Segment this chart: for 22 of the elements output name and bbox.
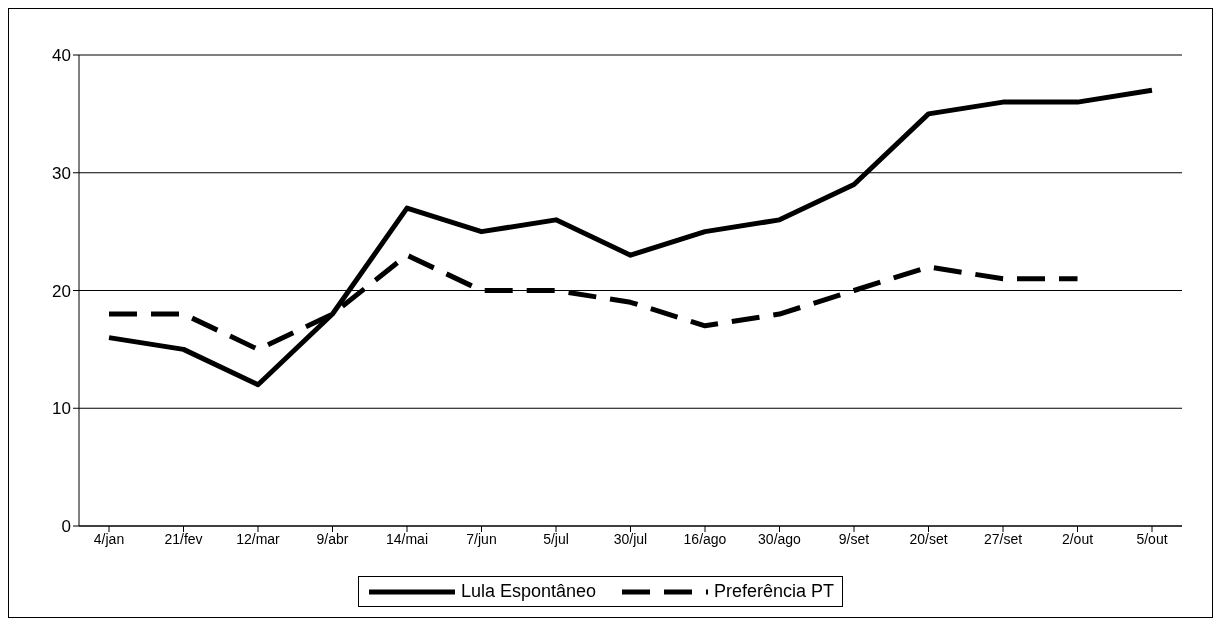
legend-label: Preferência PT: [714, 581, 835, 602]
x-tick-label: 30/jul: [613, 530, 648, 547]
x-tick-label: 5/jul: [543, 530, 569, 547]
x-tick-label: 7/jun: [466, 530, 497, 547]
x-tick-label: 14/mai: [385, 530, 429, 547]
y-tick-label: 0: [61, 517, 71, 537]
x-tick-label: 20/set: [909, 530, 948, 547]
x-tick-label: 27/set: [983, 530, 1023, 547]
x-tick-label: 4/jan: [93, 530, 125, 547]
legend-label: Lula Espontâneo: [460, 581, 597, 602]
x-tick-label: 30/ago: [758, 530, 802, 547]
x-tick-label: 2/out: [1061, 530, 1094, 547]
y-tick-label: 10: [52, 399, 71, 419]
y-tick-label: 30: [52, 163, 71, 183]
x-tick-label: 16/ago: [683, 530, 727, 547]
x-tick-label: 12/mar: [236, 530, 281, 547]
x-tick-label: 9/set: [838, 530, 870, 547]
y-tick-label: 20: [52, 281, 71, 301]
x-tick-label: 21/fev: [164, 530, 203, 547]
x-tick-label: 9/abr: [316, 530, 349, 547]
x-tick-label: 5/out: [1136, 530, 1168, 547]
y-tick-label: 40: [52, 46, 71, 66]
